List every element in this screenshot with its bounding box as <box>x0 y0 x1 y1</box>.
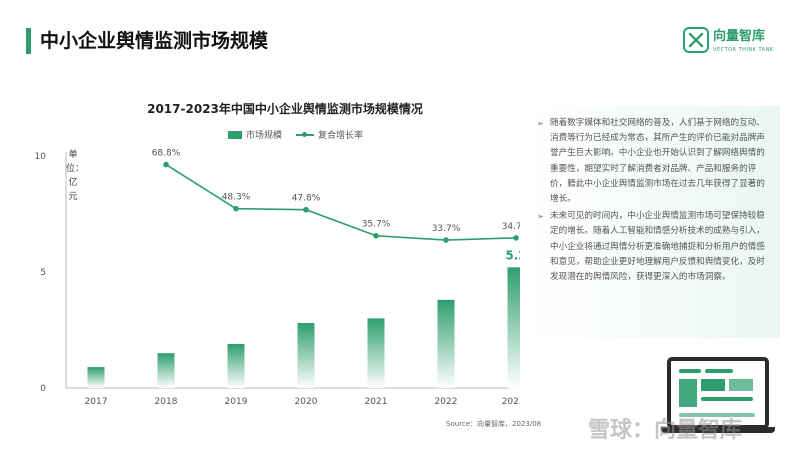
legend-item-bar: 市场规模 <box>228 128 282 141</box>
y-tick-label: 10 <box>35 152 47 162</box>
bar-value-label-2023E: 5.2 <box>505 248 520 262</box>
logo-name: 向量智库 <box>713 29 766 44</box>
laptop-base <box>661 427 775 433</box>
growth-point-2023E <box>513 235 519 241</box>
growth-point-2018 <box>163 161 169 168</box>
x-tick-label: 2017 <box>85 397 108 407</box>
growth-point-2022 <box>443 237 449 243</box>
growth-label-2020: 47.8% <box>292 194 321 204</box>
x-tick-label: 2022 <box>435 397 458 407</box>
legend-bar-swatch <box>228 130 242 139</box>
analysis-point: 随着数字媒体和社交网络的普及，人们基于网络的互动、消费等行为已经成为常态，其所产… <box>537 116 768 207</box>
x-tick-label: 2019 <box>225 397 248 407</box>
chart-legend: 市场规模 复合增长率 <box>228 128 363 141</box>
growth-label-2022: 33.7% <box>432 224 461 234</box>
growth-label-2023E: 34.7% <box>502 222 520 232</box>
growth-label-2019: 48.3% <box>222 193 251 203</box>
page-title: 中小企业舆情监测市场规模 <box>40 30 269 52</box>
chart-plot: 0 5 10 2017 2018 2019 2020 2021 2022 2023E 5.2 68.8… <box>35 149 520 407</box>
growth-point-2019 <box>233 205 239 212</box>
bar-2020 <box>297 323 315 388</box>
chart-area: 2017-2023年中国中小企业舆情监测市场规模情况 市场规模 复合增长率 单位… <box>0 90 520 435</box>
bar-2022 <box>437 299 455 388</box>
source-note: Source：向量智库，2023/08 <box>446 420 542 428</box>
y-tick-label: 5 <box>40 268 46 278</box>
logo-tagline: VECTOR THINK TANK <box>713 47 774 53</box>
analysis-point: 未来可见的时间内，中小企业舆情监测市场可望保持较稳定的增长。随着人工智能和情感分… <box>537 209 768 285</box>
growth-label-2021: 35.7% <box>362 220 391 230</box>
legend-item-line: 复合增长率 <box>296 128 363 141</box>
legend-label-line: 复合增长率 <box>318 131 364 141</box>
analysis-panel: 随着数字媒体和社交网络的普及，人们基于网络的互动、消费等行为已经成为常态，其所产… <box>523 106 780 338</box>
laptop-illustration <box>661 357 775 437</box>
growth-point-2021 <box>373 232 379 239</box>
x-logo-icon <box>683 27 709 53</box>
title-accent-bar <box>26 28 31 54</box>
x-tick-label: 2018 <box>155 397 178 407</box>
y-axis-unit: 单位：亿元 <box>66 150 85 202</box>
growth-rate-line <box>165 163 517 241</box>
watermark: 雪球：向量智库 <box>588 418 743 443</box>
y-tick-label: 0 <box>40 384 46 394</box>
x-tick-label: 2021 <box>365 397 388 407</box>
bar-2023E <box>507 267 520 388</box>
laptop-screen <box>667 357 769 429</box>
x-tick-label: 2023E <box>502 397 520 407</box>
brand-logo: 向量智库 VECTOR THINK TANK <box>683 27 783 59</box>
bar-2017 <box>87 367 105 388</box>
growth-label-2018: 68.8% <box>152 149 181 159</box>
growth-point-2020 <box>303 206 309 213</box>
bar-2021 <box>367 318 385 388</box>
chart-title: 2017-2023年中国中小企业舆情监测市场规模情况 <box>147 102 423 116</box>
bar-2019 <box>227 343 245 388</box>
x-tick-label: 2020 <box>295 397 318 407</box>
legend-label-bar: 市场规模 <box>246 131 283 141</box>
bar-2018 <box>157 353 175 388</box>
legend-line-swatch <box>296 131 315 139</box>
